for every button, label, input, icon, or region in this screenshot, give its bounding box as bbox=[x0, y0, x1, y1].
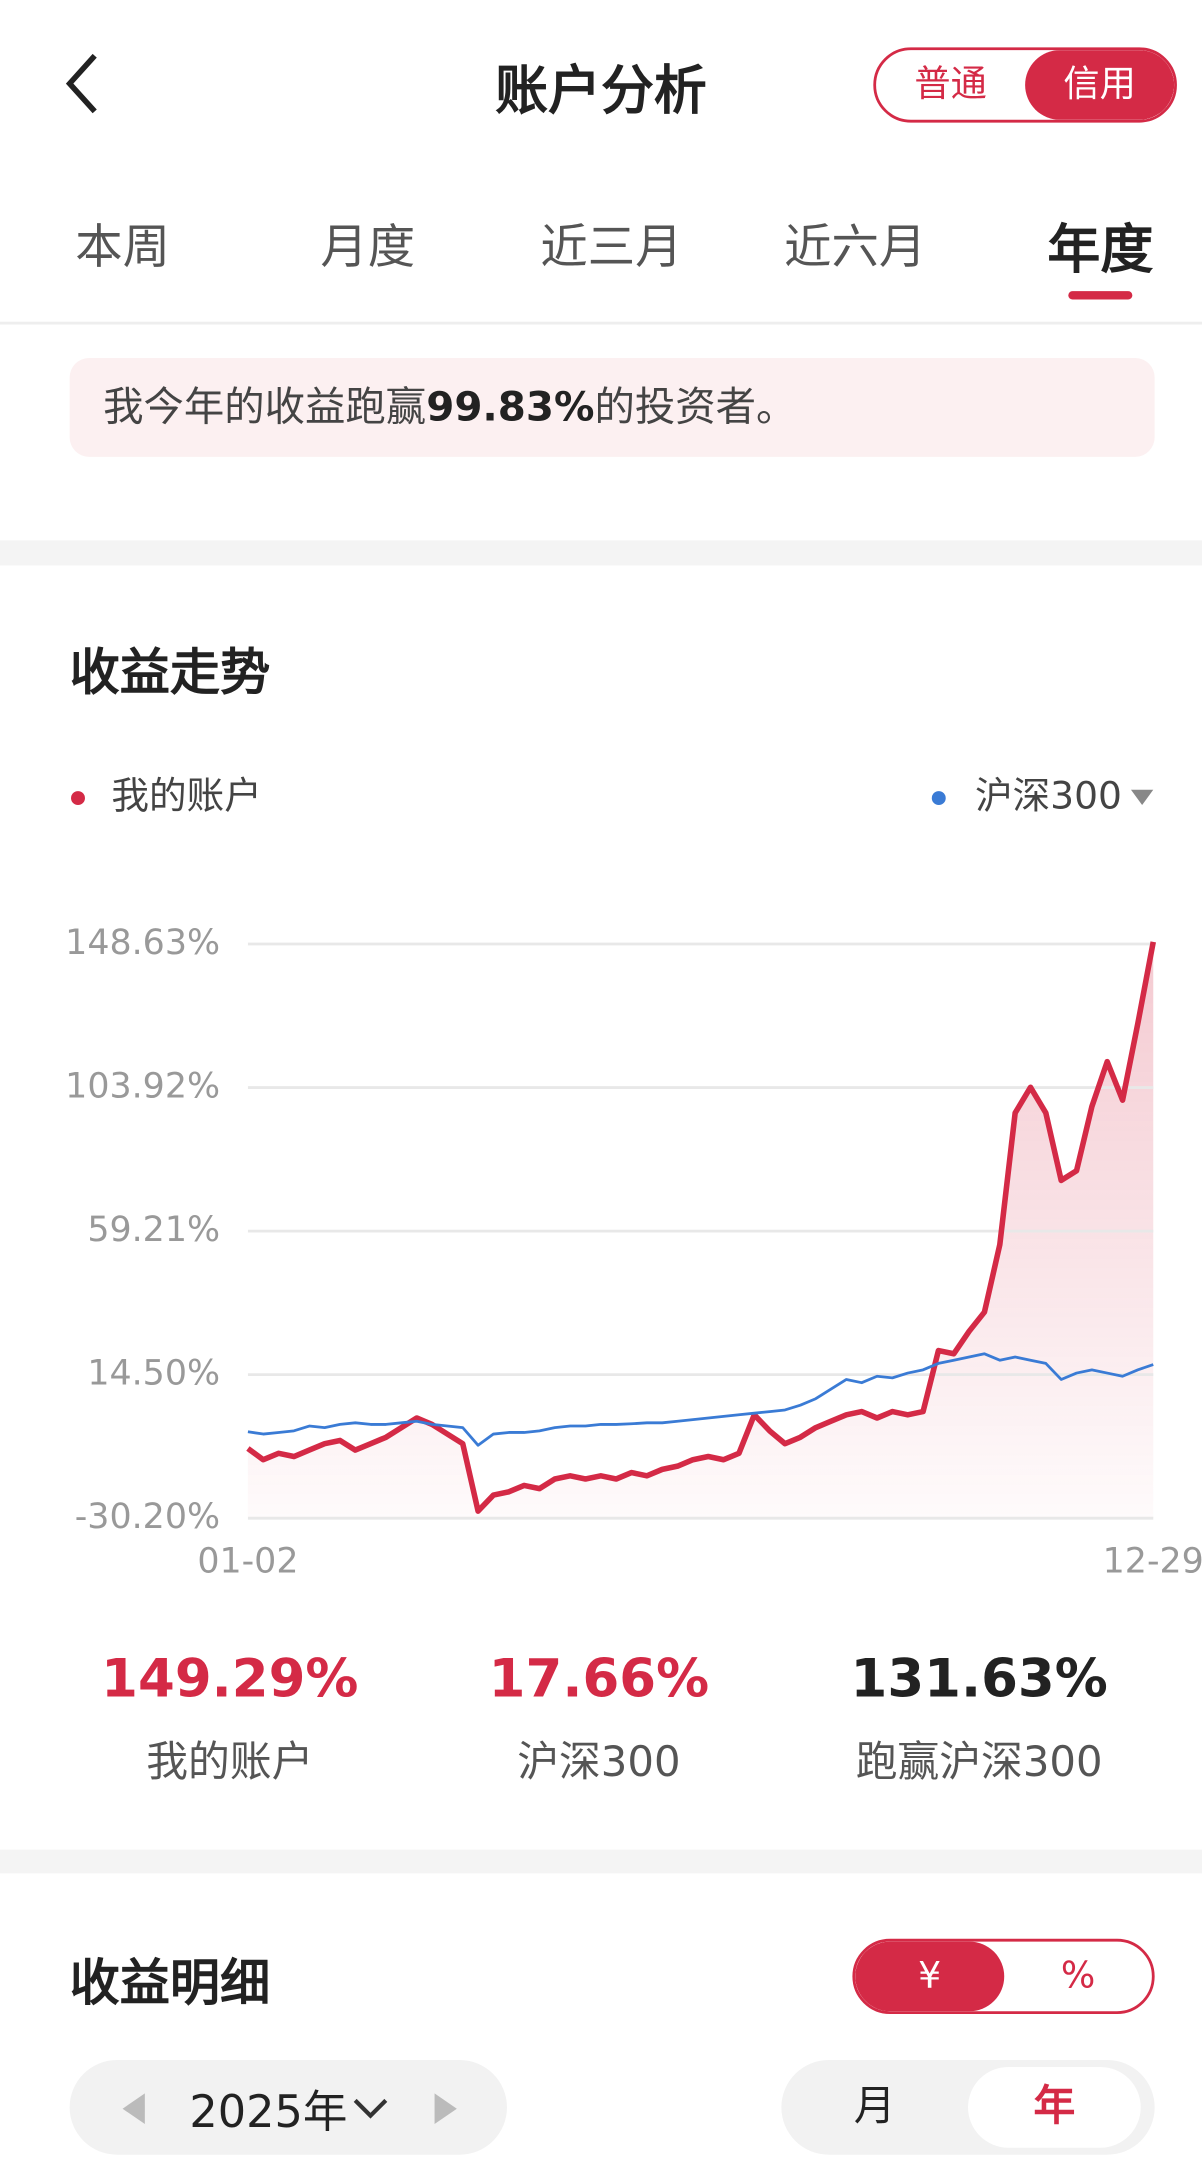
y-tick-label: 148.63% bbox=[65, 923, 220, 963]
toggle-option[interactable]: 信用 bbox=[1025, 50, 1175, 120]
tab[interactable]: 近三月 bbox=[540, 220, 683, 276]
y-tick-label: 14.50% bbox=[87, 1354, 220, 1394]
page-title: 账户分析 bbox=[495, 59, 707, 122]
tab[interactable]: 近六月 bbox=[784, 220, 927, 276]
divider bbox=[0, 321, 1202, 325]
legend-marker bbox=[931, 791, 946, 806]
area bbox=[247, 941, 1154, 1519]
year-label[interactable]: 2025年 bbox=[189, 2085, 348, 2138]
toggle-option[interactable]: 普通 bbox=[914, 64, 987, 106]
section-gap bbox=[0, 1849, 1202, 1874]
prev-year[interactable] bbox=[120, 2091, 148, 2127]
toggle-option[interactable]: % bbox=[1060, 1955, 1096, 1998]
toggle-option[interactable]: 月 bbox=[853, 2082, 896, 2132]
banner-text: 我今年的收益跑赢 bbox=[103, 383, 427, 431]
x-tick-label: 12-29 bbox=[1103, 1542, 1202, 1582]
summary-label: 我的账户 bbox=[146, 1738, 314, 1787]
year-picker[interactable]: 2025年 bbox=[69, 2059, 507, 2155]
section-title: 收益明细 bbox=[69, 1955, 271, 2013]
summary-value: 149.29% bbox=[101, 1647, 359, 1709]
tab-indicator bbox=[1068, 291, 1133, 300]
toggle-option[interactable]: 年 bbox=[968, 2066, 1141, 2148]
period-toggle: 月 年 bbox=[781, 2059, 1155, 2155]
x-tick-label: 01-02 bbox=[197, 1542, 298, 1582]
unit-toggle: ¥ % bbox=[852, 1938, 1155, 2015]
back-button[interactable] bbox=[56, 50, 112, 120]
legend-label: 沪深300 bbox=[975, 774, 1122, 818]
legend-label: 我的账户 bbox=[111, 774, 261, 818]
legend-marker bbox=[71, 791, 85, 806]
summary-label: 沪深300 bbox=[517, 1738, 681, 1787]
tab-active[interactable]: 年度 bbox=[1047, 218, 1154, 280]
section-gap bbox=[0, 540, 1202, 566]
section-title: 收益走势 bbox=[69, 644, 271, 702]
tab[interactable]: 本周 bbox=[75, 220, 170, 276]
line bbox=[246, 941, 1156, 1514]
y-tick-label: 103.92% bbox=[65, 1067, 220, 1107]
year-dropdown[interactable] bbox=[351, 2096, 390, 2121]
line bbox=[247, 1352, 1154, 1447]
summary-label: 跑赢沪深300 bbox=[855, 1738, 1103, 1787]
summary-value: 131.63% bbox=[850, 1647, 1108, 1709]
banner-value: 99.83% bbox=[426, 383, 595, 431]
summary-value: 17.66% bbox=[488, 1647, 710, 1709]
toggle-option[interactable]: ¥ bbox=[855, 1941, 1005, 2012]
next-year[interactable] bbox=[432, 2091, 460, 2127]
account-toggle: 普通 信用 bbox=[873, 47, 1177, 123]
rank-banner: 我今年的收益跑赢99.83%的投资者。 bbox=[69, 357, 1155, 457]
y-tick-label: 59.21% bbox=[87, 1210, 220, 1250]
y-tick-label: -30.20% bbox=[75, 1497, 220, 1537]
tab[interactable]: 月度 bbox=[320, 220, 416, 276]
banner-text: 的投资者。 bbox=[594, 383, 797, 431]
dropdown-arrow[interactable] bbox=[1130, 789, 1154, 806]
